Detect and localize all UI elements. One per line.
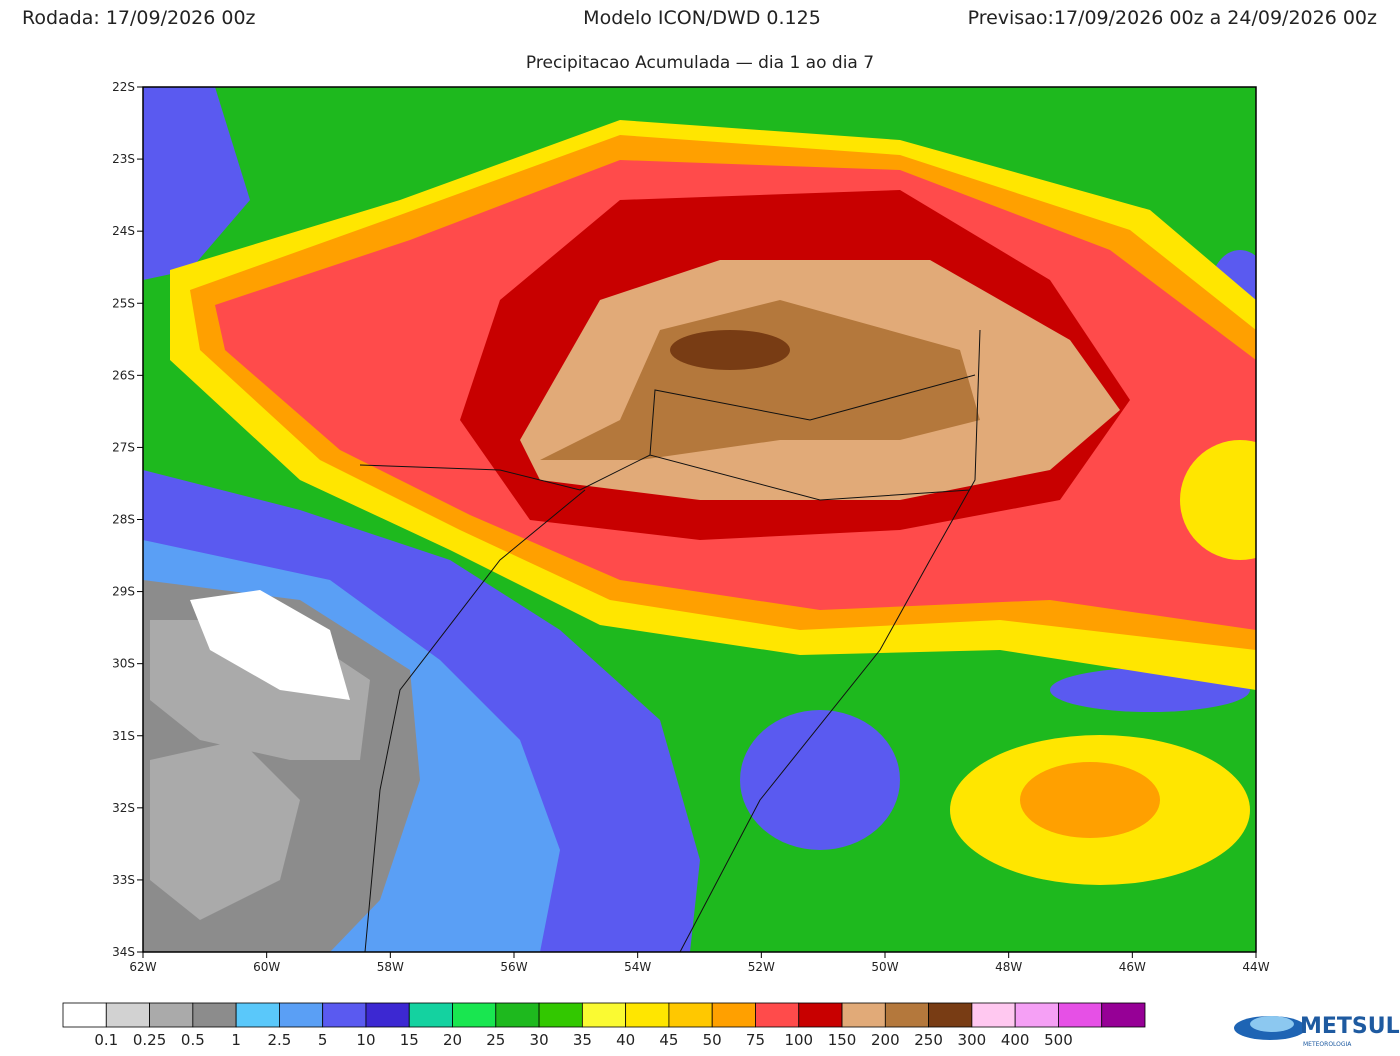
lon-label: 50W — [871, 960, 898, 974]
colorbar-label: 30 — [530, 1031, 549, 1049]
lon-label: 48W — [995, 960, 1022, 974]
colorbar-label: 35 — [573, 1031, 592, 1049]
colorbar-swatch — [971, 1002, 1016, 1028]
colorbar-label: 15 — [400, 1031, 419, 1049]
colorbar-label: 40 — [616, 1031, 635, 1049]
colorbar-swatch — [235, 1002, 280, 1028]
colorbar-swatch — [192, 1002, 237, 1028]
colorbar-label: 150 — [828, 1031, 857, 1049]
lat-label: 27S — [112, 440, 135, 454]
colorbar-swatch — [149, 1002, 194, 1028]
colorbar-label: 0.25 — [133, 1031, 166, 1049]
lon-label: 52W — [748, 960, 775, 974]
colorbar-label: 75 — [746, 1031, 765, 1049]
colorbar-swatch — [581, 1002, 627, 1028]
lon-label: 58W — [377, 960, 404, 974]
colorbar-label: 25 — [486, 1031, 505, 1049]
precip-map — [143, 87, 1256, 952]
lat-label: 32S — [112, 801, 135, 815]
forecast-label: Previsao:17/09/2026 00z a 24/09/2026 00z — [968, 7, 1377, 29]
colorbar-swatch — [711, 1002, 756, 1028]
colorbar-swatch — [1101, 1002, 1146, 1028]
colorbar-swatch — [408, 1002, 453, 1028]
colorbar-swatch — [538, 1002, 583, 1028]
colorbar-label: 100 — [784, 1031, 813, 1049]
colorbar-label: 50 — [703, 1031, 722, 1049]
lon-label: 46W — [1119, 960, 1146, 974]
colorbar-swatch — [105, 1002, 150, 1028]
model-label: Modelo ICON/DWD 0.125 — [583, 7, 821, 29]
colorbar-swatch — [365, 1002, 410, 1028]
colorbar-swatch — [798, 1002, 843, 1028]
colorbar-label: 20 — [443, 1031, 462, 1049]
colorbar-label: 10 — [356, 1031, 375, 1049]
lat-label: 25S — [112, 296, 135, 310]
colorbar-swatch — [452, 1002, 497, 1028]
colorbar-swatch — [928, 1002, 973, 1028]
colorbar-swatch — [62, 1002, 107, 1028]
lat-label: 23S — [112, 152, 135, 166]
lat-label: 34S — [112, 945, 135, 959]
colorbar-label: 0.1 — [94, 1031, 118, 1049]
colorbar-swatch — [1058, 1002, 1103, 1028]
lat-label: 24S — [112, 224, 135, 238]
colorbar-label: 500 — [1044, 1031, 1073, 1049]
lat-label: 30S — [112, 657, 135, 671]
colorbar-swatch — [495, 1002, 540, 1028]
run-label: Rodada: 17/09/2026 00z — [22, 7, 256, 29]
colorbar-label: 45 — [659, 1031, 678, 1049]
colorbar-label: 200 — [871, 1031, 900, 1049]
colorbar-swatch — [884, 1002, 930, 1028]
lon-label: 62W — [129, 960, 156, 974]
lat-label: 29S — [112, 585, 135, 599]
logo-tagline: METEOROLOGIA — [1303, 1041, 1352, 1048]
colorbar-swatch — [322, 1002, 367, 1028]
colorbar-label: 1 — [231, 1031, 241, 1049]
logo-name: METSUL — [1300, 1014, 1400, 1039]
colorbar-label: 250 — [914, 1031, 943, 1049]
colorbar-label: 2.5 — [267, 1031, 291, 1049]
colorbar-swatch — [1014, 1002, 1059, 1028]
colorbar-swatch — [668, 1002, 713, 1028]
subtitle: Precipitacao Acumulada — dia 1 ao dia 7 — [526, 53, 874, 73]
lon-label: 44W — [1242, 960, 1269, 974]
lat-label: 22S — [112, 80, 135, 94]
lon-label: 60W — [253, 960, 280, 974]
lat-label: 28S — [112, 513, 135, 527]
lon-label: 54W — [624, 960, 651, 974]
colorbar-swatch — [625, 1002, 670, 1028]
colorbar-label: 300 — [958, 1031, 987, 1049]
lon-label: 56W — [500, 960, 527, 974]
lat-label: 33S — [112, 873, 135, 887]
lat-label: 26S — [112, 368, 135, 382]
colorbar-swatch — [841, 1002, 886, 1028]
colorbar-label: 400 — [1001, 1031, 1030, 1049]
logo: METSUL METEOROLOGIA — [1234, 1014, 1400, 1048]
colorbar-label: 0.5 — [181, 1031, 205, 1049]
lat-label: 31S — [112, 729, 135, 743]
colorbar-swatch — [755, 1002, 800, 1028]
colorbar-label: 5 — [318, 1031, 328, 1049]
colorbar-swatch — [278, 1002, 324, 1028]
